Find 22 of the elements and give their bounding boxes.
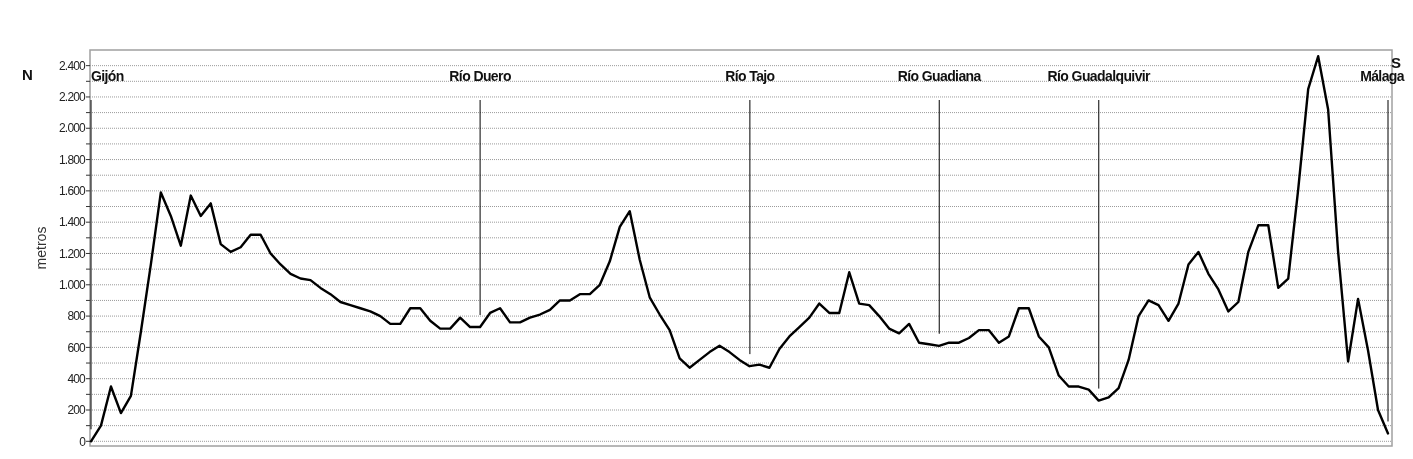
y-tick-label: 1.600: [58, 184, 87, 199]
y-tick-label: 2.200: [58, 90, 87, 105]
y-tick-label: 600: [67, 340, 87, 355]
annotation: S: [1390, 54, 1401, 71]
y-tick-label: 200: [67, 403, 87, 418]
y-tick-label: 1.000: [58, 277, 87, 292]
annotation: Río Guadiana: [897, 68, 982, 84]
y-tick-label: 1.800: [58, 152, 87, 167]
annotation: Río Guadalquivir: [1047, 68, 1152, 84]
y-tick-label: 2.000: [58, 121, 87, 136]
y-tick-label: 1.400: [58, 215, 87, 230]
annotation: Gijón: [91, 68, 124, 84]
y-tick-label: 800: [67, 309, 87, 324]
y-tick-label: 1.200: [58, 246, 87, 261]
y-tick-label: 400: [67, 371, 87, 386]
annotation: Río Tajo: [725, 68, 775, 84]
annotation: Málaga: [1360, 68, 1405, 84]
text: N: [22, 66, 33, 83]
y-tick-label: 0: [79, 434, 87, 449]
annotation: Río Duero: [449, 68, 511, 84]
y-axis-title: metros: [33, 226, 49, 270]
y-tick-label: 2.400: [58, 58, 87, 73]
